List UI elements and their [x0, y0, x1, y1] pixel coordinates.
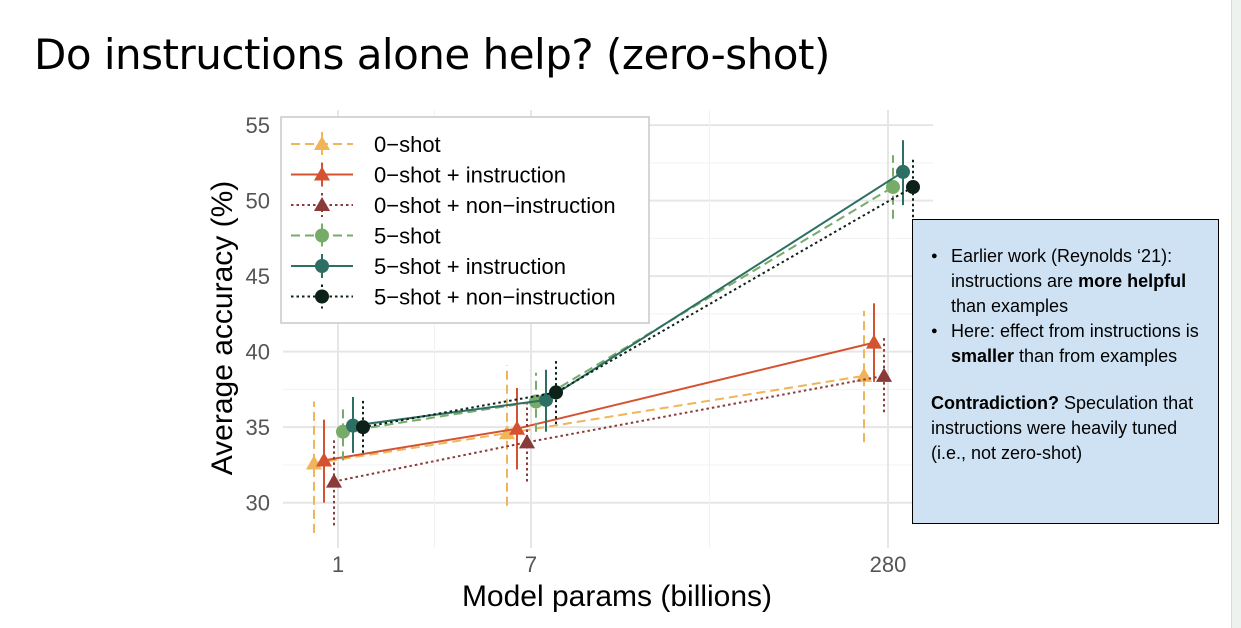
chart-legend: 0−shot 0−shot + instruction 0−shot + non−i… [280, 116, 650, 324]
legend-label: 5−shot [374, 224, 441, 249]
legend-box [280, 116, 650, 324]
x-tick-label: 1 [332, 552, 344, 577]
y-tick-label: 55 [246, 113, 270, 138]
data-point [875, 367, 893, 382]
legend-marker [315, 228, 329, 243]
series-line [333, 374, 885, 483]
x-axis-label: Model params (billions) [462, 580, 772, 613]
data-point [539, 392, 553, 407]
summary-callout: Earlier work (Reynolds ‘21): instruction… [912, 219, 1219, 524]
y-tick-label: 35 [246, 415, 270, 440]
bullet-text: than from examples [1014, 346, 1178, 366]
bullet-text: Earlier work (Reynolds ‘21): instruction… [951, 246, 1173, 291]
callout-bullets: Earlier work (Reynolds ‘21): instruction… [931, 244, 1208, 369]
bullet-text: than examples [951, 296, 1069, 316]
data-point [855, 367, 873, 382]
legend-label: 5−shot + instruction [374, 254, 566, 279]
axis-tick-labels: 30 35 40 45 50 55 1 7 280 [246, 113, 907, 577]
series-1 [315, 303, 883, 503]
data-point [315, 452, 333, 467]
series-line [323, 341, 875, 462]
callout-bullet-earlier-work: Earlier work (Reynolds ‘21): instruction… [931, 244, 1208, 319]
note-text: Speculation that instructions were heavi… [931, 393, 1194, 463]
x-tick-label: 280 [870, 552, 907, 577]
callout-note: Contradiction? Speculation that instruct… [931, 391, 1208, 466]
y-tick-label: 50 [246, 189, 270, 214]
data-point [549, 385, 563, 400]
series-2 [325, 336, 893, 526]
data-point [896, 164, 910, 179]
bullet-emphasis: more helpful [1078, 271, 1187, 291]
legend-label: 0−shot + non−instruction [374, 193, 616, 218]
data-point [906, 180, 920, 195]
bullet-emphasis: smaller [951, 346, 1015, 366]
legend-label: 0−shot [374, 132, 441, 157]
y-tick-label: 40 [246, 340, 270, 365]
series-5 [356, 158, 920, 453]
bullet-text: Here: effect from instructions is [951, 321, 1199, 341]
data-point [518, 434, 536, 449]
y-tick-label: 45 [246, 264, 270, 289]
data-point [356, 420, 370, 435]
y-tick-label: 30 [246, 491, 270, 516]
data-point [865, 334, 883, 349]
data-point [325, 473, 343, 488]
series-line [313, 374, 865, 465]
legend-marker [313, 166, 331, 181]
legend-marker [313, 135, 331, 151]
scrollbar-track[interactable] [1231, 0, 1241, 628]
legend-marker [315, 289, 329, 304]
legend-label: 0−shot + instruction [374, 163, 566, 188]
legend-marker [313, 196, 331, 212]
note-emphasis: Contradiction? [931, 393, 1059, 413]
data-point [508, 420, 526, 435]
x-tick-label: 7 [525, 552, 537, 577]
callout-bullet-here: Here: effect from instructions is smalle… [931, 319, 1208, 369]
legend-marker [315, 259, 329, 273]
series-layer [305, 140, 920, 533]
data-point [498, 425, 516, 440]
slide-title: Do instructions alone help? (zero-shot) [34, 30, 830, 79]
data-point [886, 180, 900, 195]
y-axis-label: Average accuracy (%) [206, 181, 239, 476]
legend-label: 5−shot + non−instruction [374, 285, 616, 310]
